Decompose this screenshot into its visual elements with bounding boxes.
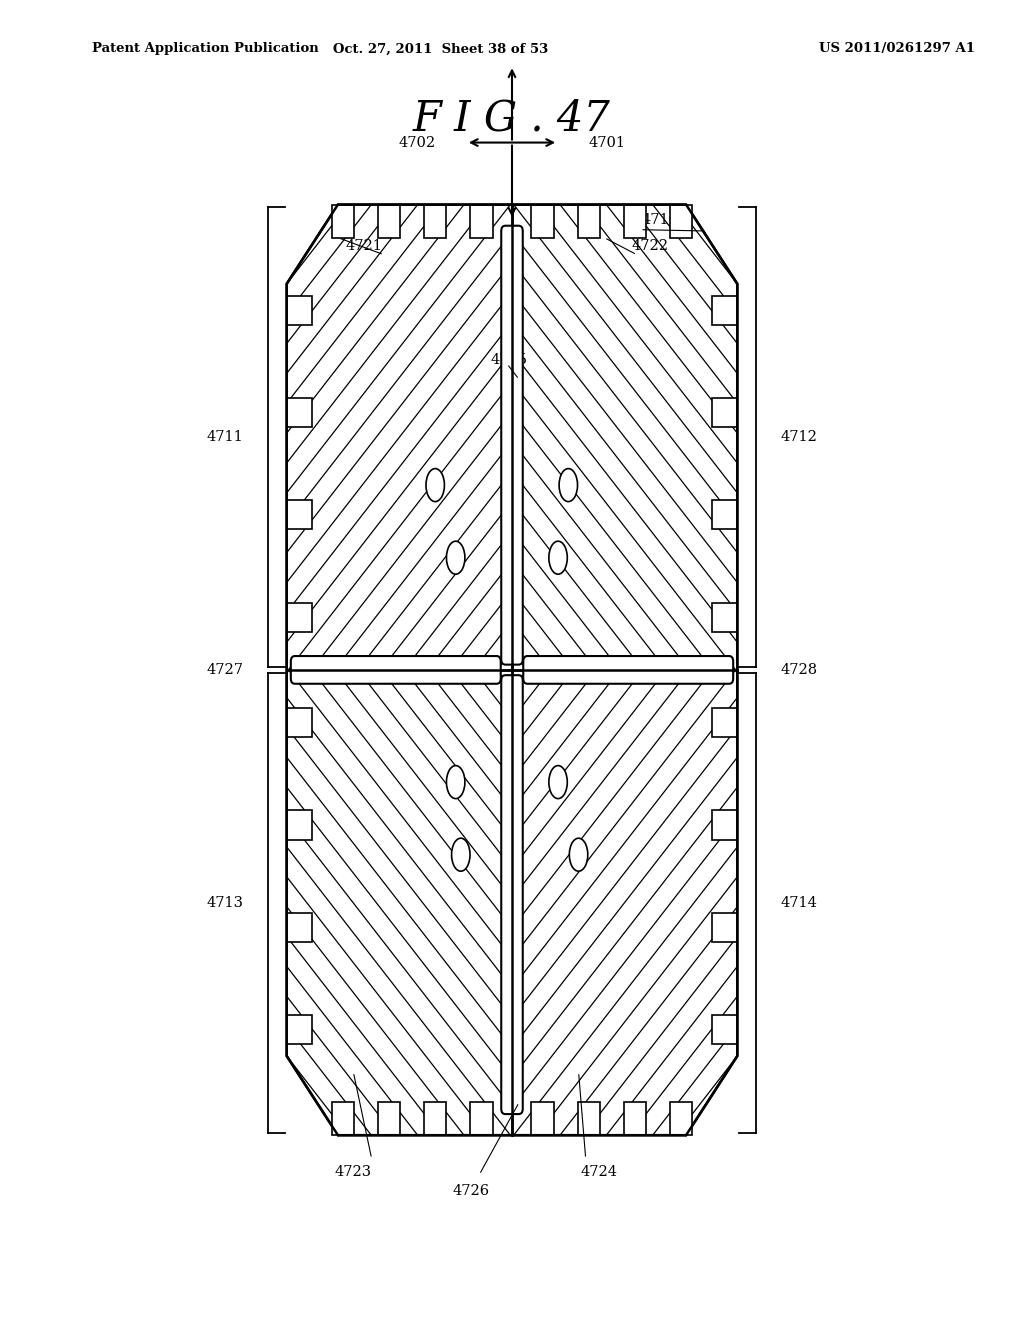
FancyBboxPatch shape (523, 656, 733, 684)
Bar (470, 1102, 493, 1135)
Bar (287, 602, 312, 632)
Bar (670, 1102, 692, 1135)
Ellipse shape (446, 541, 465, 574)
Text: Oct. 27, 2011  Sheet 38 of 53: Oct. 27, 2011 Sheet 38 of 53 (333, 42, 548, 55)
Ellipse shape (426, 469, 444, 502)
Text: 4726: 4726 (453, 1184, 489, 1197)
Bar (287, 913, 312, 942)
Bar (287, 296, 312, 325)
Text: 4722: 4722 (632, 239, 669, 252)
Text: 4721: 4721 (345, 239, 382, 252)
FancyBboxPatch shape (502, 676, 522, 1114)
Ellipse shape (559, 469, 578, 502)
Bar (287, 708, 312, 737)
Ellipse shape (549, 541, 567, 574)
Text: 4727: 4727 (207, 663, 244, 677)
Bar (378, 205, 400, 238)
Bar (470, 205, 493, 238)
Text: 4713: 4713 (207, 895, 244, 909)
Text: 4710: 4710 (642, 214, 679, 227)
Bar (712, 296, 737, 325)
Bar (624, 205, 646, 238)
Polygon shape (287, 205, 737, 1135)
Bar (287, 397, 312, 428)
Bar (712, 708, 737, 737)
Text: 4712: 4712 (780, 430, 817, 445)
FancyBboxPatch shape (502, 226, 522, 665)
Bar (624, 1102, 646, 1135)
Text: F I G . 47: F I G . 47 (413, 98, 611, 140)
Bar (424, 205, 446, 238)
Bar (332, 1102, 354, 1135)
Bar (578, 1102, 600, 1135)
Bar (287, 500, 312, 529)
Bar (531, 205, 554, 238)
Text: 4724: 4724 (581, 1166, 617, 1179)
Bar (287, 810, 312, 840)
Ellipse shape (452, 838, 470, 871)
Text: 4701: 4701 (589, 136, 626, 149)
Bar (712, 602, 737, 632)
Bar (670, 205, 692, 238)
Bar (531, 1102, 554, 1135)
Bar (287, 1015, 312, 1044)
Text: 4714: 4714 (780, 895, 817, 909)
Text: US 2011/0261297 A1: US 2011/0261297 A1 (819, 42, 975, 55)
Text: 4702: 4702 (398, 136, 435, 149)
Bar (712, 500, 737, 529)
Bar (424, 1102, 446, 1135)
Ellipse shape (549, 766, 567, 799)
Text: 4728: 4728 (780, 663, 817, 677)
Bar (332, 205, 354, 238)
Ellipse shape (569, 838, 588, 871)
Text: Patent Application Publication: Patent Application Publication (92, 42, 318, 55)
Ellipse shape (446, 766, 465, 799)
Text: 4725: 4725 (490, 352, 527, 367)
Text: 4711: 4711 (207, 430, 244, 445)
FancyBboxPatch shape (291, 656, 501, 684)
Bar (578, 205, 600, 238)
Bar (712, 397, 737, 428)
Bar (712, 810, 737, 840)
Text: 4723: 4723 (335, 1166, 372, 1179)
Bar (378, 1102, 400, 1135)
Bar (712, 1015, 737, 1044)
Bar (712, 913, 737, 942)
